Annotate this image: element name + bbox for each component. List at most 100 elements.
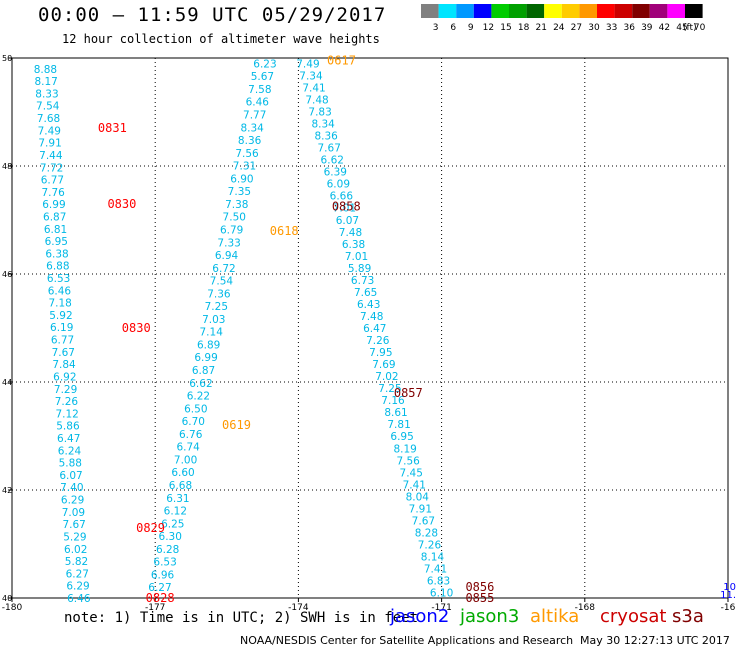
color-scale-label: 70 bbox=[694, 23, 706, 33]
wave-height-value: 7.54 bbox=[36, 101, 60, 113]
wave-height-value: 6.95 bbox=[45, 236, 68, 248]
wave-height-value: 8.28 bbox=[415, 527, 438, 539]
wave-height-value: 7.41 bbox=[424, 564, 447, 576]
wave-height-value: 7.54 bbox=[210, 276, 234, 288]
color-swatch bbox=[579, 4, 597, 18]
wave-height-value: 6.99 bbox=[194, 352, 217, 364]
wave-height-value: 7.38 bbox=[225, 199, 248, 211]
wave-height-value: 6.07 bbox=[336, 215, 359, 227]
wave-height-value: 6.43 bbox=[357, 299, 380, 311]
wave-height-value: 7.09 bbox=[62, 507, 85, 519]
wave-height-value: 7.41 bbox=[302, 82, 325, 94]
wave-height-value: 7.58 bbox=[248, 84, 271, 96]
color-scale-label: 21 bbox=[535, 23, 546, 33]
color-scale-label: 15 bbox=[500, 23, 511, 33]
pass-time-label: 0618 bbox=[270, 224, 299, 238]
y-tick-label: 44 bbox=[2, 378, 12, 387]
wave-height-value: 7.56 bbox=[235, 148, 259, 160]
wave-height-value: 7.35 bbox=[228, 186, 251, 198]
wave-height-value: 6.76 bbox=[179, 429, 203, 441]
wave-height-value: 8.14 bbox=[421, 552, 445, 564]
wave-height-value: 7.67 bbox=[412, 515, 435, 527]
footer-note: note: 1) Time is in UTC; 2) SWH is in fe… bbox=[64, 610, 419, 626]
wave-height-value: 7.34 bbox=[299, 70, 323, 82]
wave-height-value: 7.40 bbox=[60, 482, 83, 494]
wave-height-value: 6.60 bbox=[171, 467, 194, 479]
wave-height-value: 7.26 bbox=[418, 539, 442, 551]
wave-height-value: 6.89 bbox=[197, 339, 220, 351]
wave-height-value: 8.17 bbox=[34, 76, 57, 88]
wave-height-value: 6.99 bbox=[42, 199, 65, 211]
color-swatch bbox=[509, 4, 527, 18]
wave-height-value: 7.45 bbox=[400, 467, 423, 479]
wave-height-value: 6.28 bbox=[156, 544, 179, 556]
wave-height-value: 5.67 bbox=[251, 71, 274, 83]
wave-height-value: 7.49 bbox=[296, 58, 319, 70]
wave-height-value: 7.44 bbox=[39, 150, 63, 162]
chart-title: 00:00 — 11:59 UTC 05/29/2017 bbox=[38, 4, 387, 26]
wave-height-value: 6.29 bbox=[66, 581, 89, 593]
wave-height-value: 6.90 bbox=[230, 173, 253, 185]
edge-value-label: 11. bbox=[720, 590, 736, 601]
wave-height-value: 6.68 bbox=[169, 480, 192, 492]
x-tick-label: -16 bbox=[721, 603, 736, 613]
legend-jason2: jason2 bbox=[390, 606, 450, 627]
y-tick-label: 50 bbox=[2, 54, 12, 63]
wave-height-value: 6.83 bbox=[427, 576, 450, 588]
wave-height-value: 6.24 bbox=[58, 445, 82, 457]
wave-height-value: 6.47 bbox=[363, 323, 386, 335]
wave-height-value: 7.95 bbox=[369, 347, 392, 359]
pass-time-label: 0829 bbox=[136, 521, 165, 535]
wave-height-value: 6.88 bbox=[46, 261, 69, 273]
wave-height-value: 6.07 bbox=[59, 470, 82, 482]
wave-height-value: 6.39 bbox=[324, 167, 347, 179]
color-scale-label: 36 bbox=[623, 23, 635, 33]
wave-height-value: 8.19 bbox=[393, 443, 416, 455]
wave-height-value: 6.46 bbox=[48, 285, 72, 297]
wave-height-value: 6.47 bbox=[57, 433, 80, 445]
wave-height-value: 6.53 bbox=[153, 557, 176, 569]
color-scale-label: 27 bbox=[571, 23, 582, 33]
wave-height-value: 7.48 bbox=[339, 227, 362, 239]
color-swatch bbox=[456, 4, 474, 18]
wave-height-value: 6.12 bbox=[164, 506, 187, 518]
wave-height-value: 8.88 bbox=[34, 64, 57, 76]
color-swatch bbox=[473, 4, 492, 18]
wave-height-value: 6.25 bbox=[161, 518, 184, 530]
wave-height-value: 6.38 bbox=[45, 248, 68, 260]
legend-jason3: jason3 bbox=[460, 606, 520, 627]
color-scale-label: 45 bbox=[676, 23, 687, 33]
wave-height-value: 7.36 bbox=[207, 288, 231, 300]
x-tick-label: -174 bbox=[288, 603, 309, 613]
wave-height-value: 7.48 bbox=[305, 94, 328, 106]
wave-height-value: 6.95 bbox=[390, 431, 413, 443]
color-scale-label: 6 bbox=[450, 23, 456, 33]
wave-height-value: 6.29 bbox=[61, 495, 84, 507]
color-scale-label: 39 bbox=[641, 23, 653, 33]
credit-line: NOAA/NESDIS Center for Satellite Applica… bbox=[240, 634, 574, 647]
wave-height-value: 7.67 bbox=[52, 347, 75, 359]
pass-time-label: 0858 bbox=[332, 200, 361, 214]
color-scale-bar: 3 6 9 12 15 18 21 24 27 30 33 36 39 42 45 70(ft) bbox=[421, 4, 706, 33]
wave-height-value: 6.02 bbox=[64, 544, 87, 556]
generated-timestamp: May 30 12:27:13 UTC 2017 bbox=[580, 634, 730, 647]
color-scale-label: 24 bbox=[553, 23, 565, 33]
wave-height-value: 7.25 bbox=[378, 383, 401, 395]
wave-height-value: 7.14 bbox=[200, 327, 224, 339]
wave-height-value: 6.27 bbox=[148, 582, 171, 594]
color-swatch bbox=[597, 4, 615, 18]
wave-height-value: 8.34 bbox=[240, 122, 264, 134]
wave-height-value: 6.50 bbox=[184, 403, 207, 415]
wave-height-value: 6.38 bbox=[342, 239, 365, 251]
wave-height-value: 7.83 bbox=[308, 107, 331, 119]
wave-height-value: 6.31 bbox=[166, 493, 189, 505]
wave-height-value: 6.74 bbox=[176, 442, 200, 454]
wave-height-value: 8.36 bbox=[238, 135, 262, 147]
pass-time-label: 0831 bbox=[98, 121, 127, 135]
wave-height-value: 7.16 bbox=[381, 395, 405, 407]
x-tick-label: -168 bbox=[575, 603, 596, 613]
wave-height-value: 5.86 bbox=[56, 421, 80, 433]
wave-height-value: 5.92 bbox=[49, 310, 72, 322]
wave-height-value: 6.77 bbox=[41, 175, 64, 187]
pass-time-label: 0830 bbox=[122, 321, 151, 335]
